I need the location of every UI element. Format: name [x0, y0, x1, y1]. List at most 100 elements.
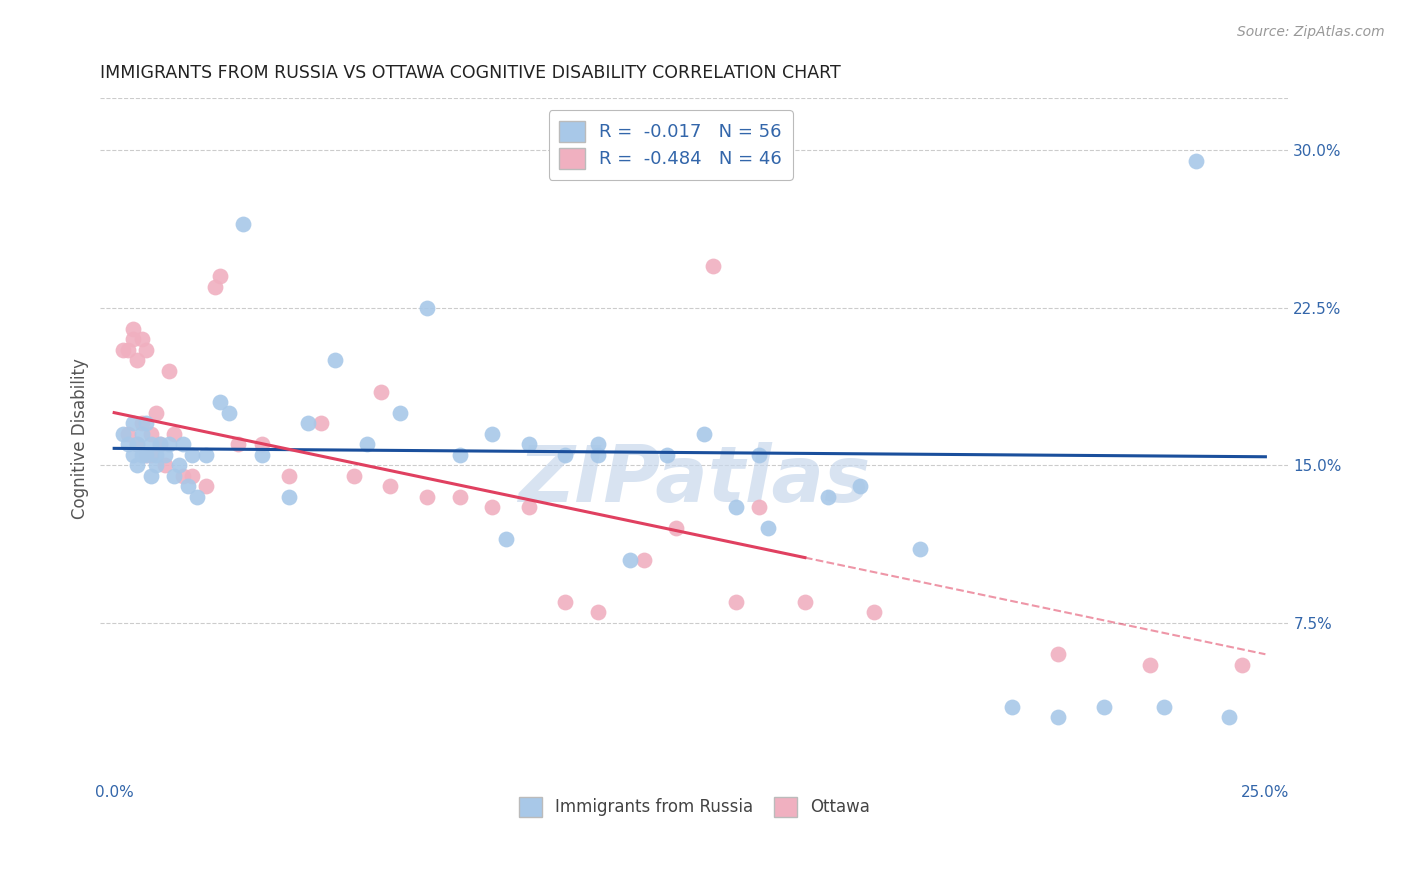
Point: [159, 363, 181, 377]
Point: [131, 332, 153, 346]
Point: [278, 468, 301, 483]
Point: [619, 552, 641, 566]
Point: [481, 500, 503, 515]
Point: [1232, 657, 1254, 672]
Point: [586, 437, 609, 451]
Legend: Immigrants from Russia, Ottawa: Immigrants from Russia, Ottawa: [512, 790, 877, 823]
Text: Source: ZipAtlas.com: Source: ZipAtlas.com: [1237, 25, 1385, 39]
Point: [1047, 647, 1070, 661]
Point: [131, 448, 153, 462]
Point: [311, 416, 333, 430]
Point: [724, 500, 747, 515]
Point: [817, 490, 839, 504]
Point: [908, 542, 931, 557]
Point: [1001, 699, 1024, 714]
Point: [135, 416, 157, 430]
Point: [793, 595, 815, 609]
Point: [748, 448, 770, 462]
Point: [135, 343, 157, 357]
Point: [181, 448, 204, 462]
Point: [135, 448, 157, 462]
Text: ZIPatlas: ZIPatlas: [519, 442, 870, 518]
Point: [655, 448, 678, 462]
Point: [209, 395, 232, 409]
Point: [278, 490, 301, 504]
Point: [481, 426, 503, 441]
Point: [1092, 699, 1115, 714]
Point: [204, 279, 226, 293]
Point: [139, 448, 162, 462]
Point: [195, 479, 218, 493]
Point: [163, 468, 186, 483]
Point: [139, 426, 162, 441]
Point: [554, 448, 576, 462]
Point: [1047, 710, 1070, 724]
Point: [218, 406, 240, 420]
Point: [416, 490, 439, 504]
Point: [121, 332, 143, 346]
Point: [145, 406, 167, 420]
Point: [131, 416, 153, 430]
Point: [139, 468, 162, 483]
Point: [297, 416, 319, 430]
Point: [121, 416, 143, 430]
Point: [388, 406, 411, 420]
Point: [1153, 699, 1175, 714]
Point: [131, 426, 153, 441]
Point: [209, 269, 232, 284]
Point: [117, 426, 139, 441]
Point: [127, 458, 149, 472]
Point: [163, 426, 186, 441]
Point: [495, 532, 517, 546]
Point: [863, 605, 886, 619]
Point: [127, 437, 149, 451]
Point: [343, 468, 366, 483]
Point: [195, 448, 218, 462]
Point: [1139, 657, 1161, 672]
Point: [153, 448, 176, 462]
Point: [250, 437, 273, 451]
Point: [416, 301, 439, 315]
Point: [1185, 153, 1208, 168]
Point: [702, 259, 724, 273]
Point: [849, 479, 872, 493]
Point: [756, 521, 779, 535]
Point: [117, 437, 139, 451]
Point: [517, 500, 540, 515]
Point: [1218, 710, 1240, 724]
Point: [323, 353, 346, 368]
Point: [748, 500, 770, 515]
Y-axis label: Cognitive Disability: Cognitive Disability: [72, 359, 89, 519]
Text: IMMIGRANTS FROM RUSSIA VS OTTAWA COGNITIVE DISABILITY CORRELATION CHART: IMMIGRANTS FROM RUSSIA VS OTTAWA COGNITI…: [100, 64, 841, 82]
Point: [586, 605, 609, 619]
Point: [153, 458, 176, 472]
Point: [228, 437, 250, 451]
Point: [181, 468, 204, 483]
Point: [149, 437, 172, 451]
Point: [633, 552, 655, 566]
Point: [135, 448, 157, 462]
Point: [121, 321, 143, 335]
Point: [380, 479, 402, 493]
Point: [692, 426, 714, 441]
Point: [370, 384, 392, 399]
Point: [186, 490, 208, 504]
Point: [149, 437, 172, 451]
Point: [145, 458, 167, 472]
Point: [356, 437, 378, 451]
Point: [145, 448, 167, 462]
Point: [112, 343, 135, 357]
Point: [172, 468, 194, 483]
Point: [449, 448, 471, 462]
Point: [449, 490, 471, 504]
Point: [586, 448, 609, 462]
Point: [167, 458, 190, 472]
Point: [250, 448, 273, 462]
Point: [159, 437, 181, 451]
Point: [112, 426, 135, 441]
Point: [121, 448, 143, 462]
Point: [117, 343, 139, 357]
Point: [517, 437, 540, 451]
Point: [127, 353, 149, 368]
Point: [177, 479, 200, 493]
